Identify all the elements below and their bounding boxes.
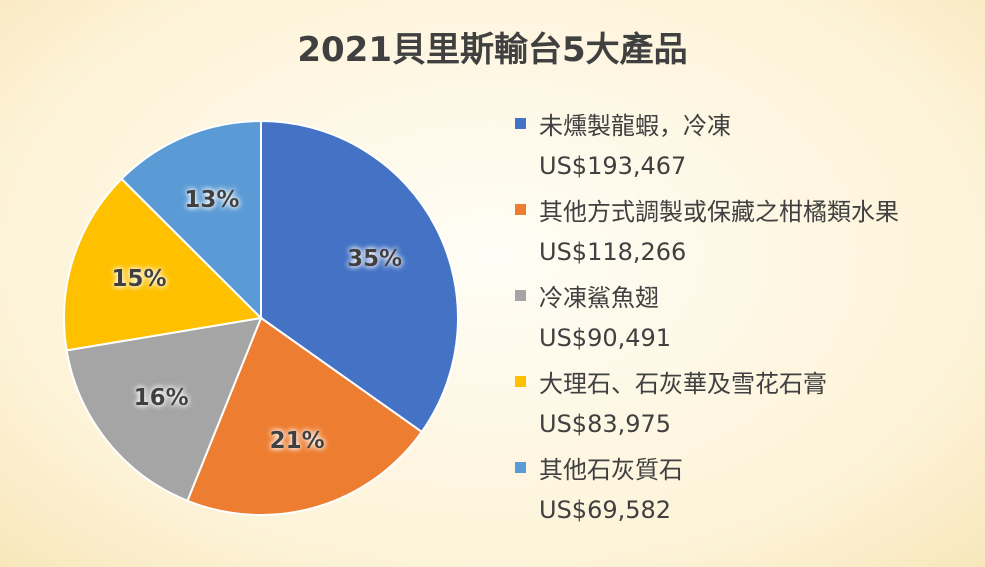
legend-value: US$90,491 bbox=[539, 324, 672, 352]
legend-item: 大理石、石灰華及雪花石膏 US$83,975 bbox=[515, 364, 975, 450]
legend-value: US$83,975 bbox=[539, 410, 672, 438]
legend-label: 冷凍鯊魚翅 bbox=[539, 284, 659, 312]
chart-title: 2021貝里斯輸台5大產品 bbox=[297, 30, 688, 70]
pie-percent-label: 21% bbox=[270, 428, 325, 454]
pie-percent-label: 16% bbox=[134, 385, 189, 411]
pie-slice bbox=[63, 177, 264, 352]
legend-value: US$69,582 bbox=[539, 496, 672, 524]
legend-label: 其他石灰質石 bbox=[539, 456, 683, 484]
legend-value: US$193,467 bbox=[539, 152, 687, 180]
legend-item: 其他方式調製或保藏之柑橘類水果 US$118,266 bbox=[515, 192, 975, 278]
legend-item: 未燻製龍蝦，冷凍 US$193,467 bbox=[515, 106, 975, 192]
pie-percent-label: 13% bbox=[184, 187, 239, 213]
pie-slice bbox=[120, 119, 262, 321]
legend: 未燻製龍蝦，冷凍 US$193,467 其他方式調製或保藏之柑橘類水果 US$1… bbox=[515, 106, 975, 536]
legend-label: 其他方式調製或保藏之柑橘類水果 bbox=[539, 198, 899, 226]
pie-slice bbox=[260, 119, 459, 434]
pie-slice bbox=[65, 316, 263, 503]
pie-percent-label: 35% bbox=[347, 246, 402, 272]
legend-swatch bbox=[515, 376, 526, 387]
legend-swatch bbox=[515, 118, 526, 129]
legend-label: 未燻製龍蝦，冷凍 bbox=[539, 112, 731, 140]
legend-swatch bbox=[515, 204, 526, 215]
legend-swatch bbox=[515, 462, 526, 473]
pie-slice bbox=[186, 316, 424, 516]
legend-value: US$118,266 bbox=[539, 238, 687, 266]
legend-label: 大理石、石灰華及雪花石膏 bbox=[539, 370, 827, 398]
legend-swatch bbox=[515, 290, 526, 301]
legend-item: 其他石灰質石 US$69,582 bbox=[515, 450, 975, 536]
pie-percent-label: 15% bbox=[112, 266, 167, 292]
legend-item: 冷凍鯊魚翅 US$90,491 bbox=[515, 278, 975, 364]
